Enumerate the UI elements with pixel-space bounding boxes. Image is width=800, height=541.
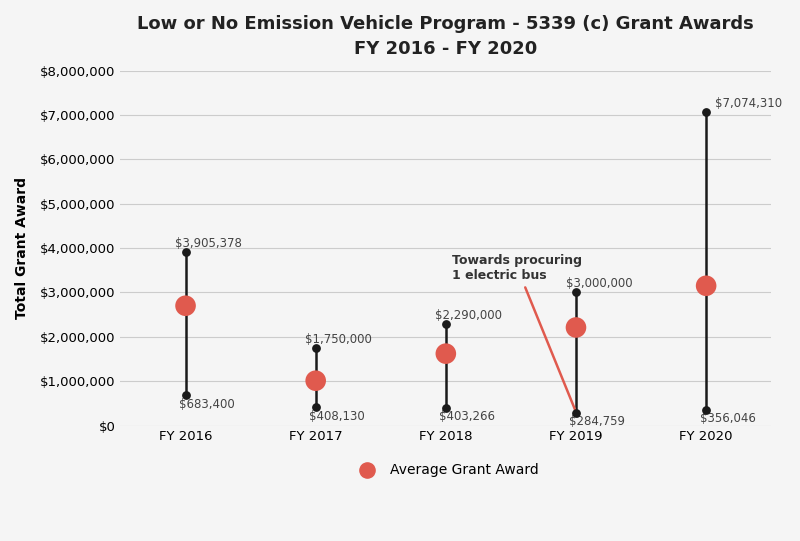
Legend: Average Grant Award: Average Grant Award	[348, 457, 544, 483]
Point	[439, 403, 452, 412]
Point	[179, 301, 192, 310]
Y-axis label: Total Grant Award: Total Grant Award	[15, 177, 29, 319]
Title: Low or No Emission Vehicle Program - 5339 (c) Grant Awards
FY 2016 - FY 2020: Low or No Emission Vehicle Program - 533…	[138, 15, 754, 58]
Text: $2,290,000: $2,290,000	[435, 309, 502, 322]
Text: $284,759: $284,759	[570, 415, 626, 428]
Text: $403,266: $403,266	[439, 410, 495, 423]
Point	[310, 377, 322, 385]
Point	[439, 349, 452, 358]
Text: $683,400: $683,400	[179, 398, 234, 411]
Point	[570, 408, 582, 417]
Point	[179, 248, 192, 256]
Point	[310, 403, 322, 412]
Point	[700, 281, 713, 290]
Point	[179, 391, 192, 399]
Point	[570, 323, 582, 332]
Text: Towards procuring
1 electric bus: Towards procuring 1 electric bus	[452, 254, 582, 410]
Text: $3,905,378: $3,905,378	[175, 237, 242, 250]
Text: $356,046: $356,046	[700, 412, 755, 425]
Point	[700, 108, 713, 116]
Point	[310, 344, 322, 352]
Point	[700, 405, 713, 414]
Text: $3,000,000: $3,000,000	[566, 277, 632, 290]
Point	[570, 288, 582, 297]
Text: $1,750,000: $1,750,000	[306, 333, 372, 346]
Text: $408,130: $408,130	[309, 410, 365, 423]
Text: $7,074,310: $7,074,310	[715, 96, 782, 109]
Point	[439, 320, 452, 328]
